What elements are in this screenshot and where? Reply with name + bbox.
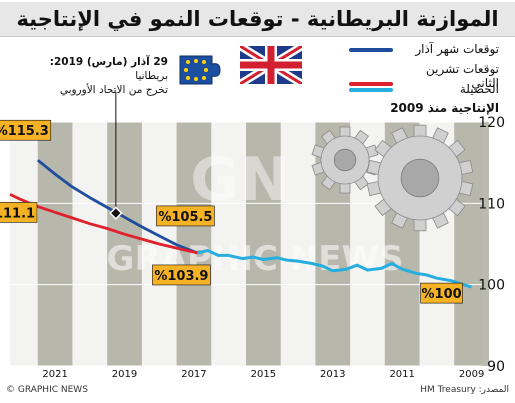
value-callout: %100 (422, 287, 462, 302)
value-callout-box (0, 119, 52, 141)
legend-item-november: توقعات تشرين الثاني (349, 62, 499, 90)
x-tick-label: 2021 (42, 369, 67, 380)
note-line2: تخرج من الاتحاد الأوروبي (59, 84, 168, 96)
event-marker (109, 206, 123, 220)
chart-subtitle: الإنتاجية منذ 2009 (390, 101, 499, 115)
y-tick-label: 90 (487, 359, 505, 375)
legend-item-outturn: الحصيلة (349, 82, 499, 96)
value-callout: %115.3 (0, 124, 49, 139)
x-tick-label: 2011 (389, 369, 414, 380)
legend-swatch (349, 87, 393, 92)
y-tick-label: 100 (478, 278, 505, 294)
gears-illustration (311, 124, 474, 232)
value-callout-box (0, 202, 38, 223)
large-gear-icon (366, 124, 474, 232)
uk-flag-icon (237, 42, 305, 88)
y-tick-label: 110 (478, 196, 505, 212)
note-date: 29 آذار (مارس) 2019: (49, 56, 168, 68)
legend-label: الحصيلة (459, 82, 499, 96)
x-tick-label: 2009 (459, 369, 484, 380)
chart-title: الموازنة البريطانية - توقعات النمو في ال… (0, 2, 515, 36)
source-text: المصدر: HM Treasury (420, 385, 509, 395)
credit-text: © GRAPHIC NEWS (6, 385, 88, 395)
watermark-logo: GN (190, 145, 289, 215)
year-band (454, 122, 489, 366)
legend-label: توقعات تشرين الثاني (426, 62, 499, 90)
legend-label: توقعات شهر آذار (415, 42, 499, 56)
note-line1: بريطانيا (135, 70, 168, 82)
x-tick-label: 2019 (112, 369, 137, 380)
small-gear-icon (311, 126, 379, 194)
brexit-note: 29 آذار (مارس) 2019: بريطانيا تخرج من ال… (18, 55, 168, 97)
value-callout-box (152, 264, 211, 286)
value-callout: %111.1 (0, 206, 35, 221)
legend-item-march: توقعات شهر آذار (349, 42, 499, 56)
year-band (107, 122, 142, 366)
y-tick-label: 120 (478, 115, 505, 131)
legend-swatch (349, 81, 393, 86)
title-divider (0, 36, 515, 37)
gear-hub (333, 148, 357, 172)
value-callout-box (420, 282, 463, 304)
x-tick-label: 2017 (181, 369, 206, 380)
year-band (176, 122, 212, 366)
series-line-2 (197, 249, 473, 289)
x-tick-label: 2013 (320, 369, 345, 380)
year-band (246, 122, 281, 366)
x-axis-band (10, 366, 482, 380)
value-callout: %105.5 (158, 210, 212, 225)
value-callout: %103.9 (154, 269, 208, 284)
year-band (37, 122, 73, 366)
gear-hub (400, 158, 440, 198)
x-tick-label: 2015 (251, 369, 276, 380)
eu-flag-puzzle-icon (178, 52, 234, 92)
value-callout-box (156, 205, 215, 227)
legend-swatch (349, 47, 393, 52)
